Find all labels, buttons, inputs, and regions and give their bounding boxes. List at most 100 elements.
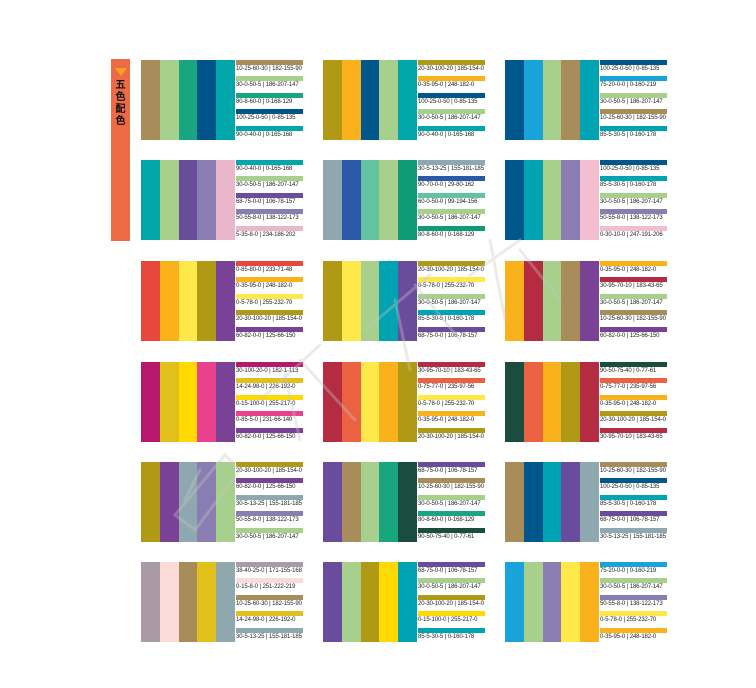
color-label-bar	[236, 160, 303, 165]
color-value-text: 85-5-30-5 | 0-160-178	[600, 182, 657, 188]
color-label-bar	[236, 378, 303, 383]
side-tab-title: 五色配色	[115, 80, 126, 127]
color-value-text: 30-95-70-10 | 183-43-65	[600, 434, 663, 440]
color-value-text: 5-35-8-0 | 234-186-202	[236, 232, 296, 238]
color-label: 20-30-100-20 | 185-154-0	[417, 595, 485, 611]
color-swatch	[523, 462, 543, 542]
color-label-bar	[236, 595, 303, 600]
color-value-text: 68-75-0-0 | 106-78-157	[600, 517, 660, 523]
color-label-bar	[418, 277, 485, 282]
color-swatch	[159, 362, 179, 442]
color-label: 20-30-100-20 | 185-154-0	[235, 310, 303, 326]
color-label: 60-82-0-0 | 125-66-150	[235, 327, 303, 343]
color-label: 0-15-8-0 | 251-222-219	[235, 578, 303, 594]
swatch-strip	[323, 462, 417, 542]
color-value-text: 30-0-50-5 | 186-207-147	[600, 199, 663, 205]
color-label-bar	[600, 528, 667, 533]
color-value-text: 20-30-100-20 | 185-154-0	[236, 468, 302, 474]
color-value-text: 50-55-8-0 | 138-122-173	[600, 215, 663, 221]
color-label: 100-25-0-50 | 0-85-135	[599, 478, 667, 494]
color-value-text: 30-0-50-5 | 186-207-147	[418, 115, 481, 121]
color-value-text: 90-0-40-0 | 0-165-168	[236, 166, 293, 172]
color-value-text: 30-5-13-25 | 155-181-185	[236, 634, 302, 640]
color-label-bar	[418, 160, 485, 165]
color-label-bar	[600, 362, 667, 367]
swatch-labels: 30-100-20-0 | 182-1-113 14-24-98-0 | 226-…	[235, 362, 303, 442]
color-label: 30-5-13-25 | 155-181-185	[235, 495, 303, 511]
color-swatch	[178, 160, 198, 240]
color-label-bar	[600, 93, 667, 98]
color-label-bar	[418, 76, 485, 81]
color-label: 90-50-75-40 | 0-77-61	[417, 528, 485, 544]
color-value-text: 0-75-77-0 | 235-97-56	[418, 384, 475, 390]
color-swatch	[141, 462, 160, 542]
color-label: 30-0-50-5 | 186-207-147	[417, 109, 485, 125]
palette-group: 30-100-20-0 | 182-1-113 14-24-98-0 | 226-…	[141, 362, 303, 442]
color-label-bar	[600, 126, 667, 131]
color-label: 68-75-0-0 | 106-78-157	[417, 462, 485, 478]
color-value-text: 0-85-5-0 | 231-66-140	[236, 417, 293, 423]
color-label: 90-70-0-0 | 29-80-162	[417, 176, 485, 192]
color-label-bar	[236, 428, 303, 433]
palette-group: 0-85-80-0 | 233-71-48 0-35-95-0 | 248-182…	[141, 261, 303, 341]
color-label-bar	[418, 362, 485, 367]
swatch-strip	[323, 261, 417, 341]
color-label-bar	[418, 478, 485, 483]
color-swatch	[505, 261, 524, 341]
color-label-bar	[418, 528, 485, 533]
color-label: 30-5-13-25 | 155-181-185	[599, 528, 667, 544]
color-swatch	[323, 160, 342, 240]
color-value-text: 30-0-50-5 | 186-207-147	[236, 182, 299, 188]
color-label-bar	[418, 495, 485, 500]
color-swatch	[216, 160, 235, 240]
color-swatch	[360, 362, 380, 442]
color-swatch	[159, 160, 179, 240]
color-label-bar	[418, 93, 485, 98]
color-label: 30-0-50-5 | 186-207-147	[417, 294, 485, 310]
swatch-strip	[505, 562, 599, 642]
palette-group: 30-5-13-25 | 155-181-185 90-70-0-0 | 29-8…	[323, 160, 485, 240]
palette-group: 68-75-0-0 | 106-78-157 30-0-50-5 | 186-20…	[323, 562, 485, 642]
swatch-strip	[505, 462, 599, 542]
color-value-text: 0-5-78-0 | 255-232-70	[418, 283, 475, 289]
swatch-strip	[505, 261, 599, 341]
color-label-bar	[236, 462, 303, 467]
color-label: 10-25-60-30 | 182-155-90	[599, 462, 667, 478]
palette-group: 20-30-100-20 | 185-154-0 0-5-78-0 | 255-2…	[323, 261, 485, 341]
color-value-text: 100-25-0-50 | 0-85-135	[600, 66, 660, 72]
color-swatch	[323, 462, 342, 542]
swatch-labels: 68-75-0-0 | 106-78-157 10-25-60-30 | 182-…	[417, 462, 485, 542]
color-label-bar	[600, 60, 667, 65]
color-value-text: 68-75-0-0 | 106-78-157	[418, 468, 478, 474]
color-label-bar	[236, 362, 303, 367]
color-label: 90-0-40-0 | 0-165-168	[417, 126, 485, 142]
color-swatch	[580, 562, 599, 642]
color-value-text: 68-75-0-0 | 106-78-157	[418, 568, 478, 574]
color-swatch	[141, 60, 160, 140]
color-label: 0-35-95-0 | 248-182-0	[417, 76, 485, 92]
color-swatch	[379, 60, 399, 140]
color-value-text: 30-5-13-25 | 155-181-185	[600, 534, 666, 540]
color-value-text: 100-25-0-50 | 0-85-135	[236, 115, 296, 121]
color-swatch	[197, 261, 217, 341]
color-value-text: 30-5-13-25 | 155-181-185	[418, 166, 484, 172]
color-value-text: 60-82-0-0 | 125-66-150	[600, 333, 660, 339]
swatch-labels: 100-25-0-50 | 0-85-135 85-5-30-5 | 0-160-…	[599, 160, 667, 240]
color-value-text: 85-5-30-5 | 0-160-178	[600, 501, 657, 507]
swatch-strip	[141, 60, 235, 140]
color-label: 30-100-20-0 | 182-1-113	[235, 362, 303, 378]
color-value-text: 85-5-30-5 | 0-160-178	[600, 132, 657, 138]
color-label: 10-25-60-30 | 182-155-90	[417, 478, 485, 494]
color-label: 0-35-95-0 | 248-182-0	[599, 628, 667, 644]
color-swatch	[323, 362, 342, 442]
swatch-labels: 75-20-0-0 | 0-160-219 30-0-50-5 | 186-207…	[599, 562, 667, 642]
color-label: 85-5-30-5 | 0-160-178	[599, 176, 667, 192]
color-label-bar	[418, 462, 485, 467]
color-value-text: 14-24-98-0 | 226-192-0	[236, 384, 296, 390]
color-label-bar	[236, 209, 303, 214]
color-swatch	[561, 362, 581, 442]
color-label-bar	[236, 226, 303, 231]
swatch-strip	[323, 562, 417, 642]
color-label-bar	[600, 578, 667, 583]
swatch-strip	[505, 160, 599, 240]
